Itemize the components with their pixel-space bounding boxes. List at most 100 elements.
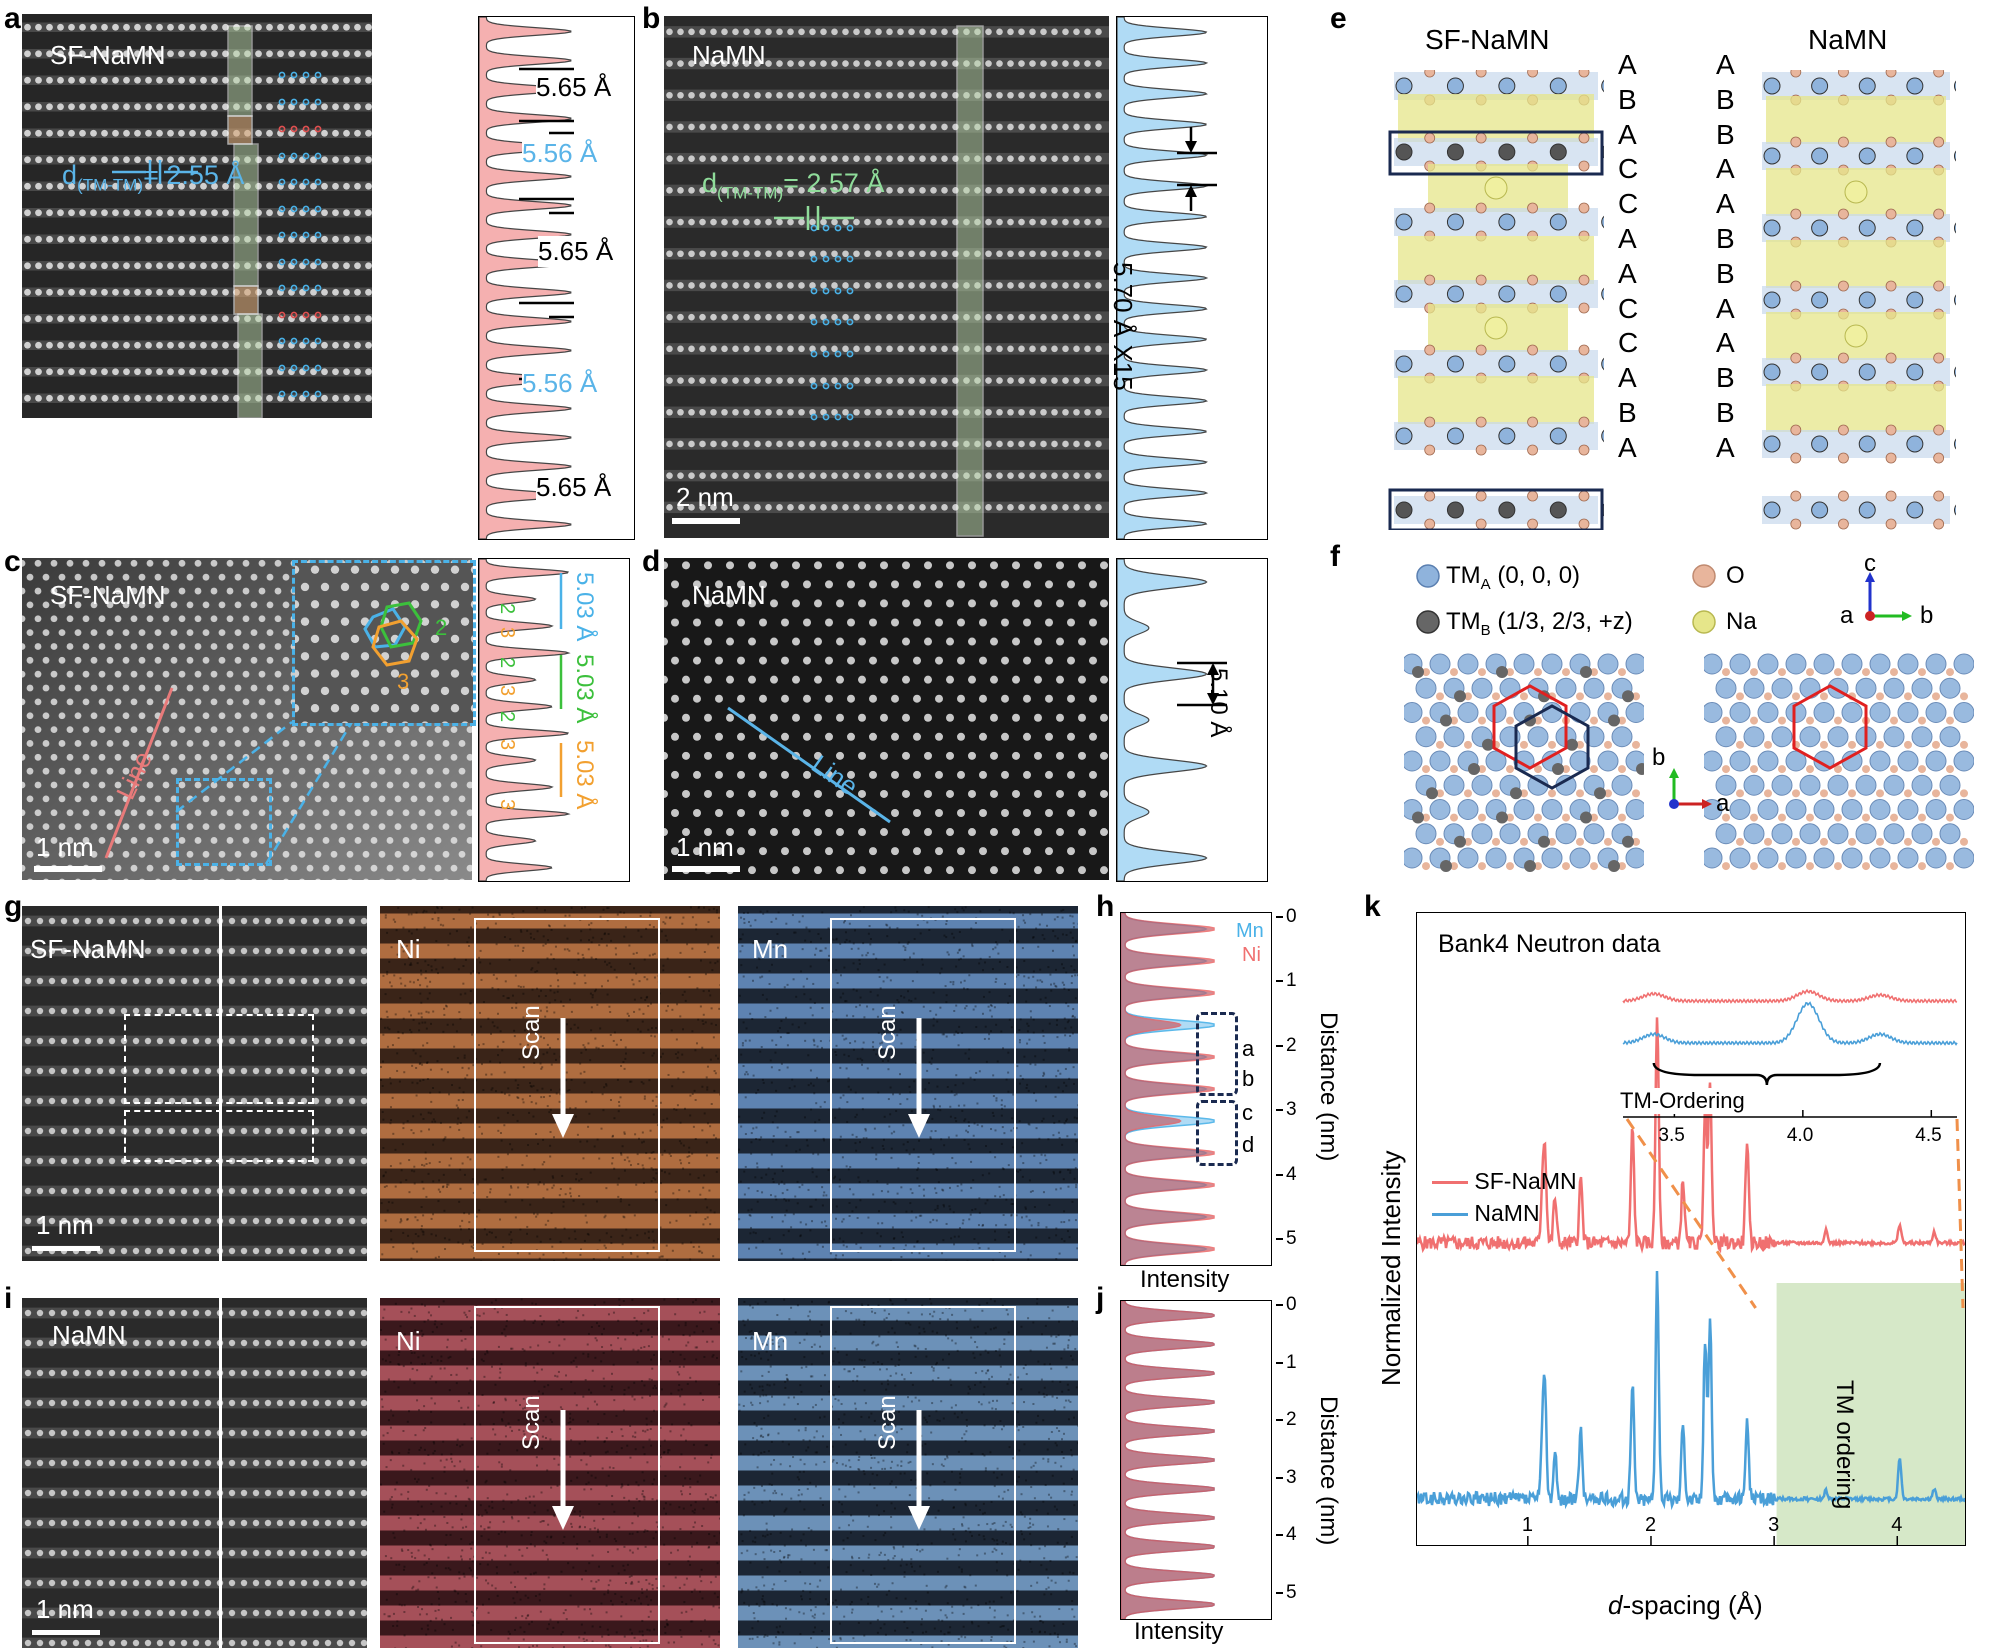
region-box-g-2 (124, 1110, 314, 1162)
ticksJ-tick-1: 1 (1286, 1351, 1297, 1373)
panel-label-j: j (1096, 1282, 1105, 1315)
region-b-label: b (1242, 1066, 1255, 1091)
axis-a-label: a (1840, 602, 1854, 629)
region-box-g-1 (124, 1014, 314, 1104)
scale-bar-label-d: 1 nm (676, 832, 734, 862)
intensity-profile-a (478, 16, 635, 540)
spacing-a-1: 5.65 Å (536, 72, 612, 103)
scan-line-g (219, 906, 222, 1261)
intensity-profile-c: 2 3 2 3 2 3 3 (478, 558, 630, 882)
xtick-label-3: 4 (1891, 1514, 1902, 1536)
shaded-region (1776, 1283, 1965, 1545)
scan-label-mn-g: Scan (874, 1005, 901, 1060)
spacing-a-2: 5.56 Å (522, 138, 598, 169)
scale-bar-label-b: 2 nm (676, 482, 734, 512)
inset-tick-label-0: 3.5 (1658, 1125, 1684, 1146)
ticksJ-tick-3: 3 (1286, 1466, 1297, 1488)
ticksH-tick-1: 1 (1286, 970, 1297, 992)
ticksJ-tick-2: 2 (1286, 1409, 1297, 1431)
inset-tick-label-2: 4.5 (1915, 1125, 1941, 1146)
stack-left-8: C (1618, 327, 1639, 359)
scan-arrow-ni-g (548, 1018, 578, 1143)
stack-right-9: B (1716, 362, 1735, 394)
inset-series-0 (1622, 988, 1958, 1004)
h-yaxis-ticks: 0 1 2 3 4 5 (1276, 906, 1306, 1264)
scan-line-i (219, 1298, 222, 1648)
stack-right-6: B (1716, 257, 1735, 289)
panel-label-a: a (4, 2, 21, 35)
spacing-a-4: 5.56 Å (522, 368, 598, 399)
profile-mark-4: 2 (496, 711, 518, 722)
intensity-profile-d (1116, 558, 1268, 882)
eds-map-mn-i (738, 1298, 1078, 1648)
panel-label-k: k (1364, 890, 1381, 923)
spacing-c-1: 5.03 Å (571, 572, 598, 642)
scale-bar-label-c: 1 nm (36, 832, 94, 862)
legend-o: O (1726, 562, 1745, 589)
panel-label-d: d (642, 545, 661, 578)
stack-right-2: B (1716, 118, 1735, 150)
inset-tick-label-1: 4.0 (1787, 1125, 1813, 1146)
inset-mark-3: 3 (397, 669, 409, 694)
panel-label-i: i (4, 1282, 13, 1315)
stack-left-3: C (1618, 153, 1639, 185)
spacing-c-3: 5.03 Å (571, 740, 598, 810)
stack-left-4: C (1618, 188, 1639, 220)
panel-label-e: e (1330, 2, 1347, 35)
stack-right-3: A (1716, 153, 1735, 185)
crystal-structure-sf-namn (1388, 70, 1604, 530)
profile-mark-3: 3 (496, 685, 518, 696)
legend-mn-h: Mn (1236, 920, 1264, 942)
inset-label: TM-Ordering (1616, 1088, 1749, 1114)
panel-label-c: c (4, 545, 21, 578)
scan-label-ni-g: Scan (518, 1005, 545, 1060)
ni-label-g: Ni (396, 934, 421, 964)
profile-mark-0: 2 (496, 603, 518, 614)
stack-right-8: A (1716, 327, 1735, 359)
axis-a2-label: a (1716, 790, 1730, 817)
legend-namn-text: NaMN (1474, 1200, 1540, 1226)
stack-right-11: A (1716, 431, 1735, 463)
ticksH-tick-2: 2 (1286, 1034, 1297, 1056)
xtick-label-1: 2 (1645, 1514, 1656, 1536)
scale-bar-label-g: 1 nm (36, 1210, 94, 1240)
eds-map-ni-i (380, 1298, 720, 1648)
xtick-label-0: 1 (1522, 1514, 1533, 1536)
stack-left-1: B (1618, 83, 1637, 115)
h-ylabel: Distance (nm) (1315, 1012, 1342, 1162)
stack-left-5: A (1618, 222, 1637, 254)
inset-mark-2: 2 (435, 615, 447, 640)
stack-right-10: B (1716, 396, 1735, 428)
stack-left-2: A (1618, 118, 1637, 150)
d-spacing-label-b: d(TM-TM)= 2.57 Å (702, 168, 885, 203)
intensity-profile-b (1116, 16, 1268, 540)
crystal-structure-namn (1756, 70, 1956, 530)
stack-right-4: A (1716, 188, 1735, 220)
d-spacing-label-a: d(TM-TM)= 2.55 Å (62, 160, 245, 195)
stack-right-5: B (1716, 222, 1735, 254)
scan-arrow-mn-i (904, 1410, 934, 1535)
profile-mark-5: 3 (496, 739, 518, 750)
scan-box-mn-i (830, 1306, 1016, 1644)
scan-label-ni-i: Scan (518, 1395, 545, 1450)
chart-xlabel: d-spacing (Å) (1608, 1590, 1763, 1620)
legend-sf-namn-text: SF-NaMN (1474, 1168, 1577, 1194)
stack-right-7: A (1716, 292, 1735, 324)
legend-sf-namn: SF-NaMN (1432, 1168, 1577, 1195)
scan-box-mn-g (830, 918, 1016, 1252)
connector-right (1955, 1118, 1965, 1309)
mn-label-g: Mn (752, 934, 789, 964)
image-title-b: NaMN (692, 40, 766, 70)
ticksJ-tick-0: 0 (1286, 1294, 1297, 1315)
panel-label-f: f (1330, 540, 1340, 573)
stem-image-d (664, 558, 1109, 880)
chart-k-svg: 1 2 3 4 3.5 4.0 4.5 (1415, 988, 1967, 1545)
j-xlabel: Intensity (1134, 1618, 1224, 1645)
connector-left (1625, 1118, 1757, 1309)
spacing-b: 5.70 Å X15 (1108, 262, 1138, 391)
profile-mark-1: 3 (496, 627, 518, 638)
scale-bar-label-i: 1 nm (36, 1594, 94, 1624)
